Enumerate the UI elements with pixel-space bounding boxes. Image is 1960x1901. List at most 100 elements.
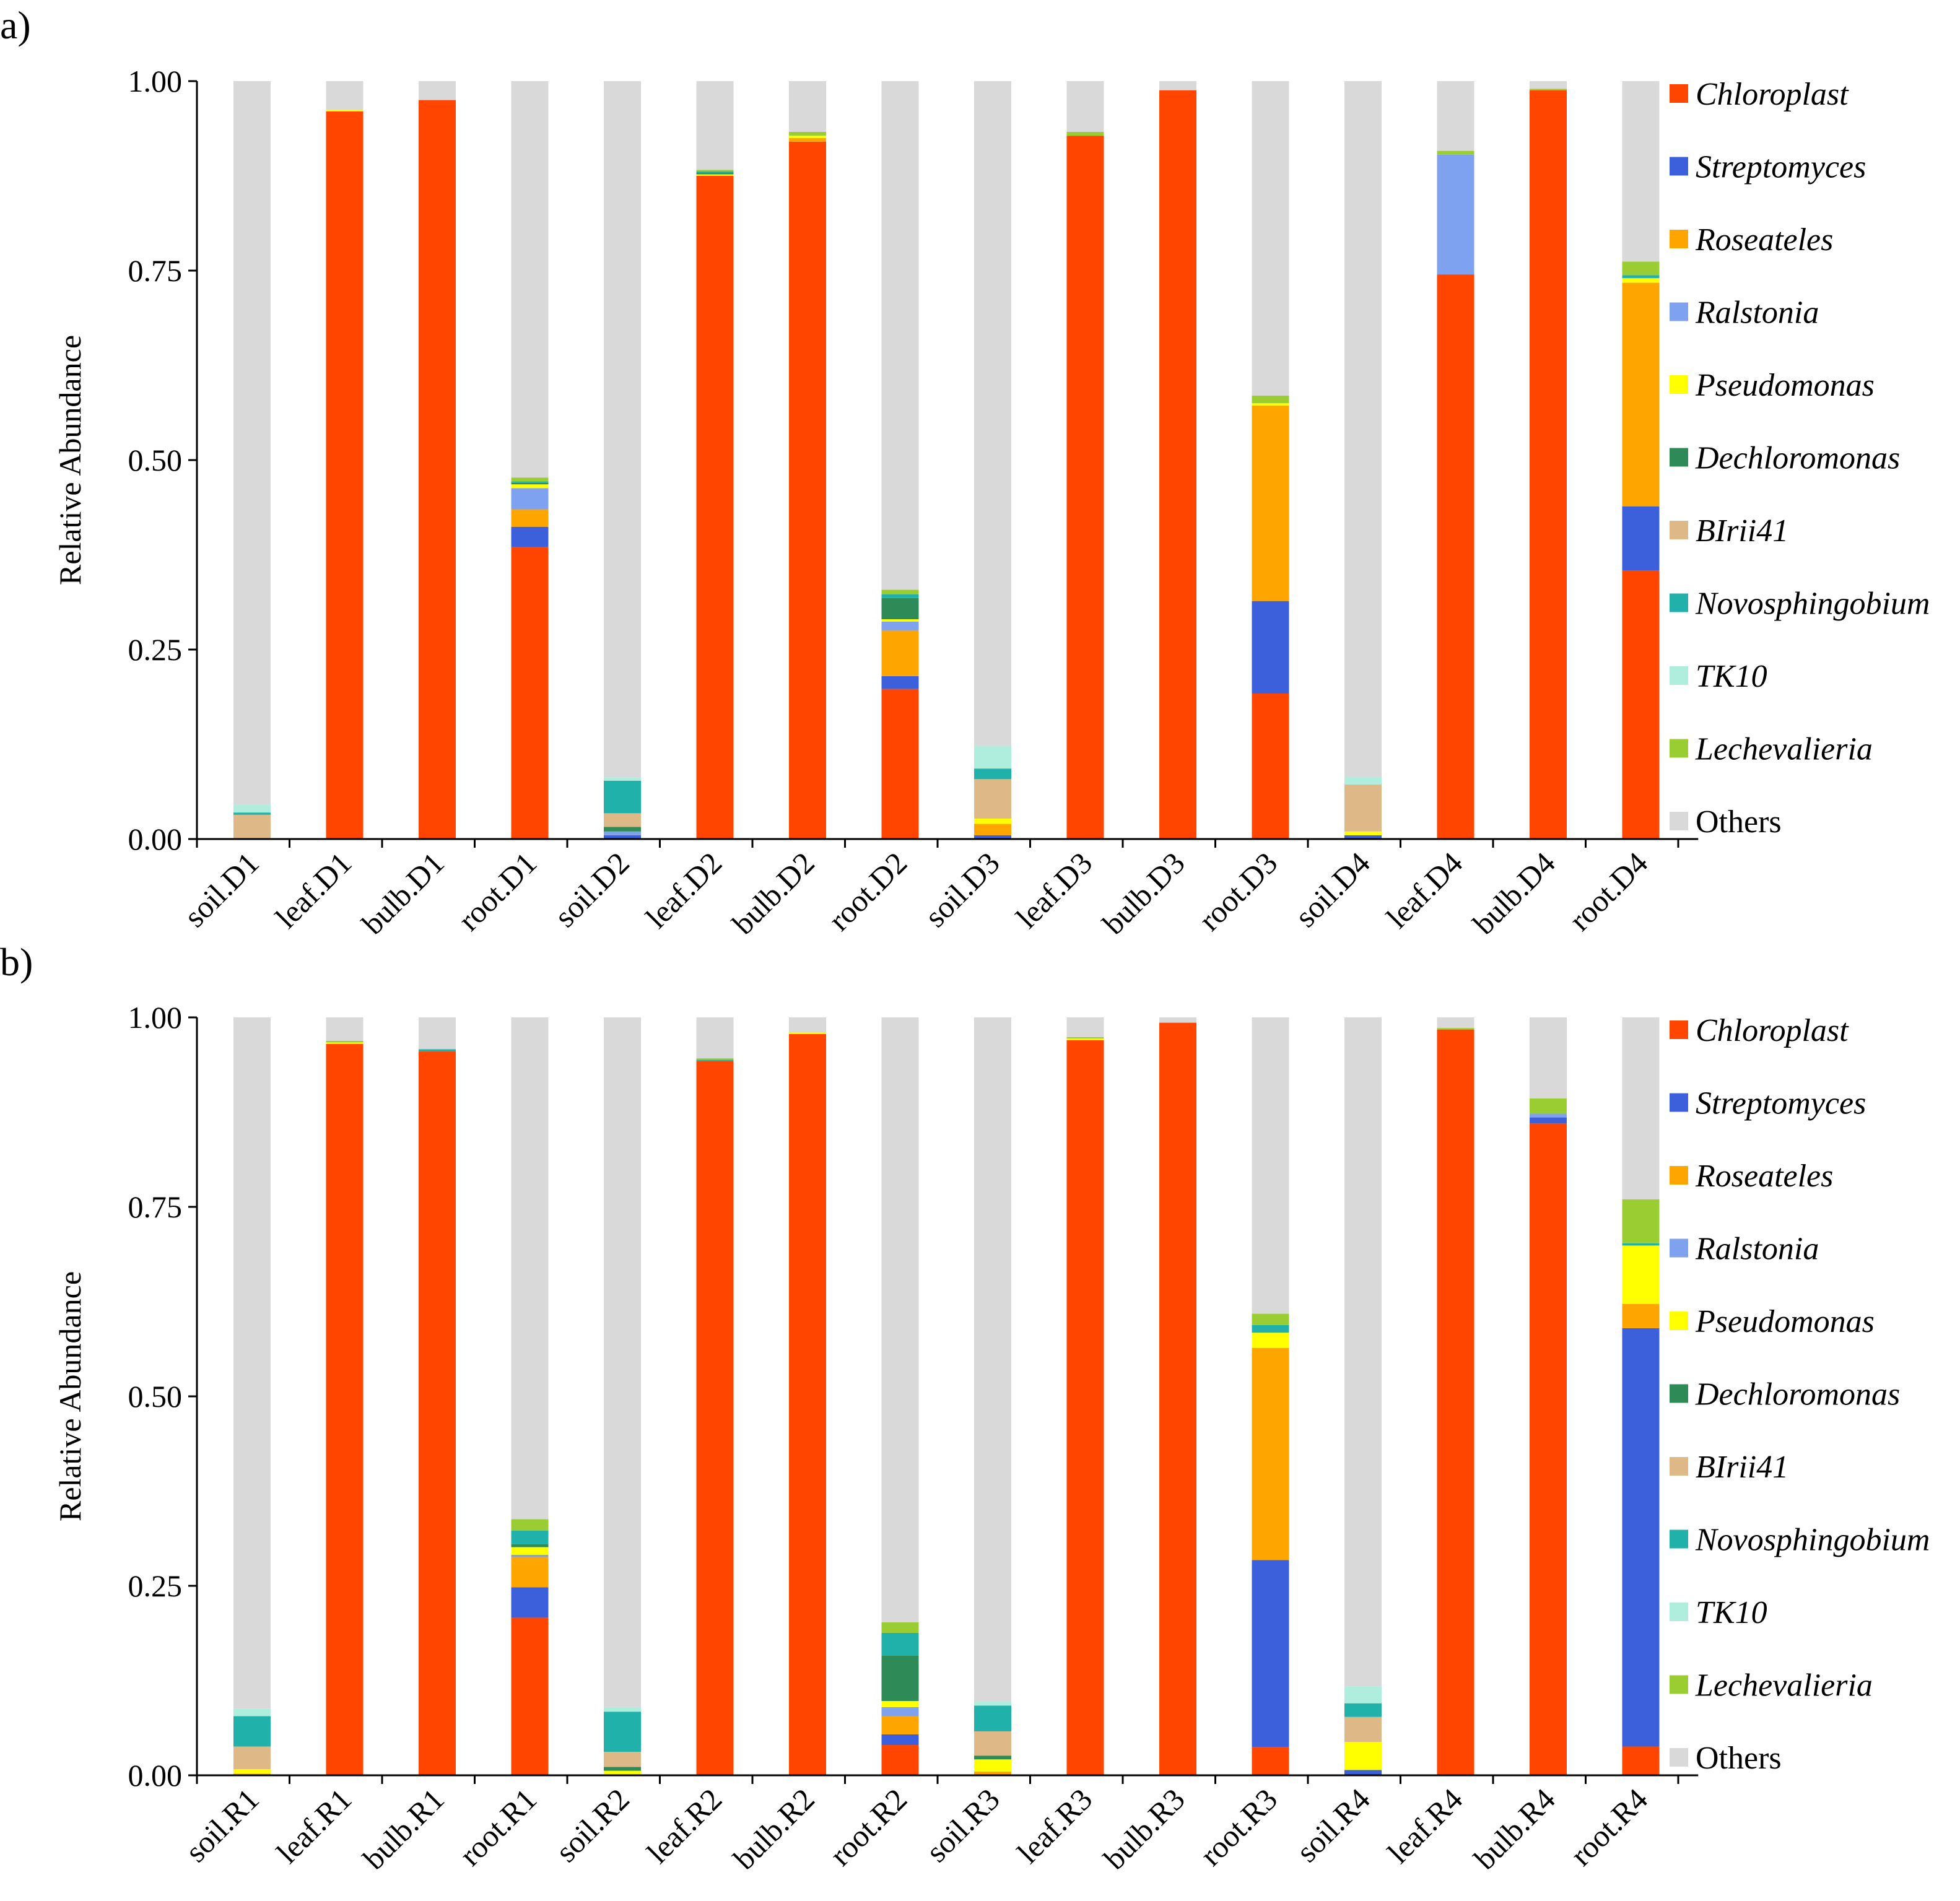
bar-segment-bulb-r1-others	[419, 1017, 456, 1050]
bar-segment-bulb-d1-chloroplast	[419, 100, 456, 840]
y-tick-label: 1.00	[128, 1000, 183, 1035]
legend-swatch-ralstonia	[1670, 1238, 1688, 1258]
bar-segment-root-r3-novosphingobium	[1252, 1325, 1289, 1333]
legend-label-dechloromonas: Dechloromonas	[1695, 441, 1900, 476]
legend-swatch-roseateles	[1670, 1166, 1688, 1185]
bar-segment-soil-d2-birii41	[604, 813, 641, 827]
y-axis-label: Relative Abundance	[53, 1271, 87, 1521]
bar-segment-soil-r4-pseudomonas	[1344, 1742, 1382, 1770]
legend-label-pseudomonas: Pseudomonas	[1695, 1304, 1875, 1339]
bar-segment-root-r2-chloroplast	[881, 1745, 919, 1775]
x-tick-label-leaf-d1: leaf.D1	[269, 845, 359, 935]
x-tick-label-root-d4: root.D4	[1562, 845, 1655, 937]
bar-segment-root-r1-lechevalieria	[511, 1519, 549, 1531]
x-tick-label-root-d2: root.D2	[822, 845, 914, 937]
y-tick-label: 0.50	[128, 443, 183, 477]
bar-segment-root-d4-others	[1622, 81, 1660, 262]
x-tick-label-soil-r2: soil.R2	[549, 1781, 636, 1869]
bar-segment-soil-d4-tk10	[1344, 776, 1382, 785]
x-tick-label-root-d1: root.D1	[451, 845, 544, 937]
bar-segment-leaf-d3-others	[1066, 81, 1104, 133]
bar-segment-bulb-d2-lechevalieria	[789, 132, 826, 136]
legend-label-novosphingobium: Novosphingobium	[1695, 586, 1930, 622]
bar-segment-root-r2-pseudomonas	[881, 1701, 919, 1707]
bar-segment-soil-d3-streptomyces	[974, 835, 1011, 839]
legend-swatch-novosphingobium	[1670, 593, 1688, 612]
legend-swatch-chloroplast	[1670, 1020, 1688, 1039]
bar-segment-leaf-r4-others	[1437, 1017, 1474, 1029]
bar-segment-soil-r2-pseudomonas	[604, 1770, 641, 1775]
legend-label-roseateles: Roseateles	[1695, 1159, 1833, 1194]
bar-segment-root-r2-roseateles	[881, 1716, 919, 1734]
x-tick-label-root-d3: root.D3	[1192, 845, 1284, 937]
legend-label-tk10: TK10	[1696, 1595, 1767, 1630]
bar-segment-soil-r2-dechloromonas	[604, 1767, 641, 1771]
bar-segment-soil-r2-birii41	[604, 1752, 641, 1767]
bar-segment-soil-d4-birii41	[1344, 784, 1382, 832]
legend-label-ralstonia: Ralstonia	[1695, 295, 1819, 331]
x-tick-label-soil-r3: soil.R3	[919, 1781, 1006, 1869]
bar-segment-bulb-d2-pseudomonas	[789, 136, 826, 138]
bar-segment-soil-r2-others	[604, 1017, 641, 1707]
bar-segment-root-r3-roseateles	[1252, 1347, 1289, 1560]
bar-segment-root-d1-others	[511, 81, 549, 478]
x-tick-label-root-r1: root.R1	[453, 1781, 544, 1873]
bars	[233, 1017, 1660, 1775]
legend-label-roseateles: Roseateles	[1695, 222, 1833, 258]
y-tick-label: 0.00	[128, 1758, 183, 1793]
y-tick-label: 0.25	[128, 632, 183, 667]
bar-segment-root-r3-chloroplast	[1252, 1747, 1289, 1775]
bar-segment-bulb-r4-lechevalieria	[1530, 1098, 1567, 1114]
legend-swatch-roseateles	[1670, 230, 1688, 248]
legend-swatch-tk10	[1670, 1603, 1688, 1621]
bar-segment-root-r1-dechloromonas	[511, 1544, 549, 1547]
bar-segment-leaf-r3-pseudomonas	[1066, 1038, 1104, 1040]
bar-segment-leaf-d2-chloroplast	[696, 176, 734, 839]
bar-segment-root-r4-chloroplast	[1622, 1746, 1660, 1775]
bar-segment-root-r2-streptomyces	[881, 1734, 919, 1746]
bar-segment-soil-d1-birii41	[233, 814, 271, 839]
legend-label-dechloromonas: Dechloromonas	[1695, 1377, 1900, 1412]
x-tick-label-leaf-r3: leaf.R3	[1011, 1781, 1099, 1870]
bar-segment-bulb-r2-others	[789, 1017, 826, 1033]
bar-segment-leaf-d2-others	[696, 81, 734, 170]
bar-segment-soil-d1-others	[233, 81, 271, 805]
bar-segment-soil-d1-novosphingobium	[233, 812, 271, 815]
legend-swatch-others	[1670, 812, 1688, 830]
bar-segment-root-r1-novosphingobium	[511, 1530, 549, 1544]
bar-segment-leaf-r1-chloroplast	[326, 1043, 364, 1775]
bar-segment-bulb-r1-chloroplast	[419, 1051, 456, 1775]
bar-segment-root-r1-roseateles	[511, 1557, 549, 1588]
bar-segment-soil-d2-ralstonia	[604, 831, 641, 835]
x-tick-label-bulb-d3: bulb.D3	[1095, 845, 1191, 941]
bar-segment-bulb-r1-novosphingobium	[419, 1049, 456, 1052]
bar-segment-root-r3-lechevalieria	[1252, 1313, 1289, 1325]
x-tick-label-leaf-r2: leaf.R2	[640, 1781, 729, 1870]
bar-segment-root-d4-chloroplast	[1622, 570, 1660, 839]
bar-segment-bulb-d1-others	[419, 81, 456, 100]
bar-segment-leaf-r4-lechevalieria	[1437, 1028, 1474, 1030]
legend-label-others: Others	[1696, 804, 1782, 840]
panel-b: b) Relative Abundance 0.00 0.25 0.50 0.75 1.00…	[0, 940, 1930, 1876]
x-tick-label-root-r4: root.R4	[1564, 1781, 1655, 1873]
bar-segment-soil-r3-birii41	[974, 1731, 1011, 1756]
bar-segment-root-r3-pseudomonas	[1252, 1333, 1289, 1348]
bar-segment-root-r1-ralstonia	[511, 1554, 549, 1557]
bar-segment-root-r3-streptomyces	[1252, 1560, 1289, 1747]
y-tick-label: 0.75	[128, 1190, 183, 1224]
bar-segment-soil-d3-birii41	[974, 779, 1011, 819]
x-tick-label-leaf-d4: leaf.D4	[1380, 845, 1470, 935]
bar-segment-bulb-d4-lechevalieria	[1530, 89, 1567, 90]
legend-label-others: Others	[1696, 1741, 1782, 1776]
bar-segment-soil-d3-novosphingobium	[974, 768, 1011, 780]
bar-segment-root-d4-lechevalieria	[1622, 261, 1660, 276]
bar-segment-root-r4-novosphingobium	[1622, 1243, 1660, 1246]
x-tick-label-leaf-r1: leaf.R1	[270, 1781, 359, 1870]
x-tick-label-root-r3: root.R3	[1193, 1781, 1284, 1873]
bar-segment-bulb-d2-roseateles	[789, 137, 826, 142]
legend-swatch-pseudomonas	[1670, 1312, 1688, 1330]
bar-segment-root-d2-novosphingobium	[881, 594, 919, 598]
panel-a: a) Relative Abundance 0.00 0.25 0.50 0.75 1.00…	[0, 3, 1930, 941]
bar-segment-root-r2-others	[881, 1017, 919, 1622]
legend-label-birii41: BIrii41	[1696, 1450, 1788, 1485]
